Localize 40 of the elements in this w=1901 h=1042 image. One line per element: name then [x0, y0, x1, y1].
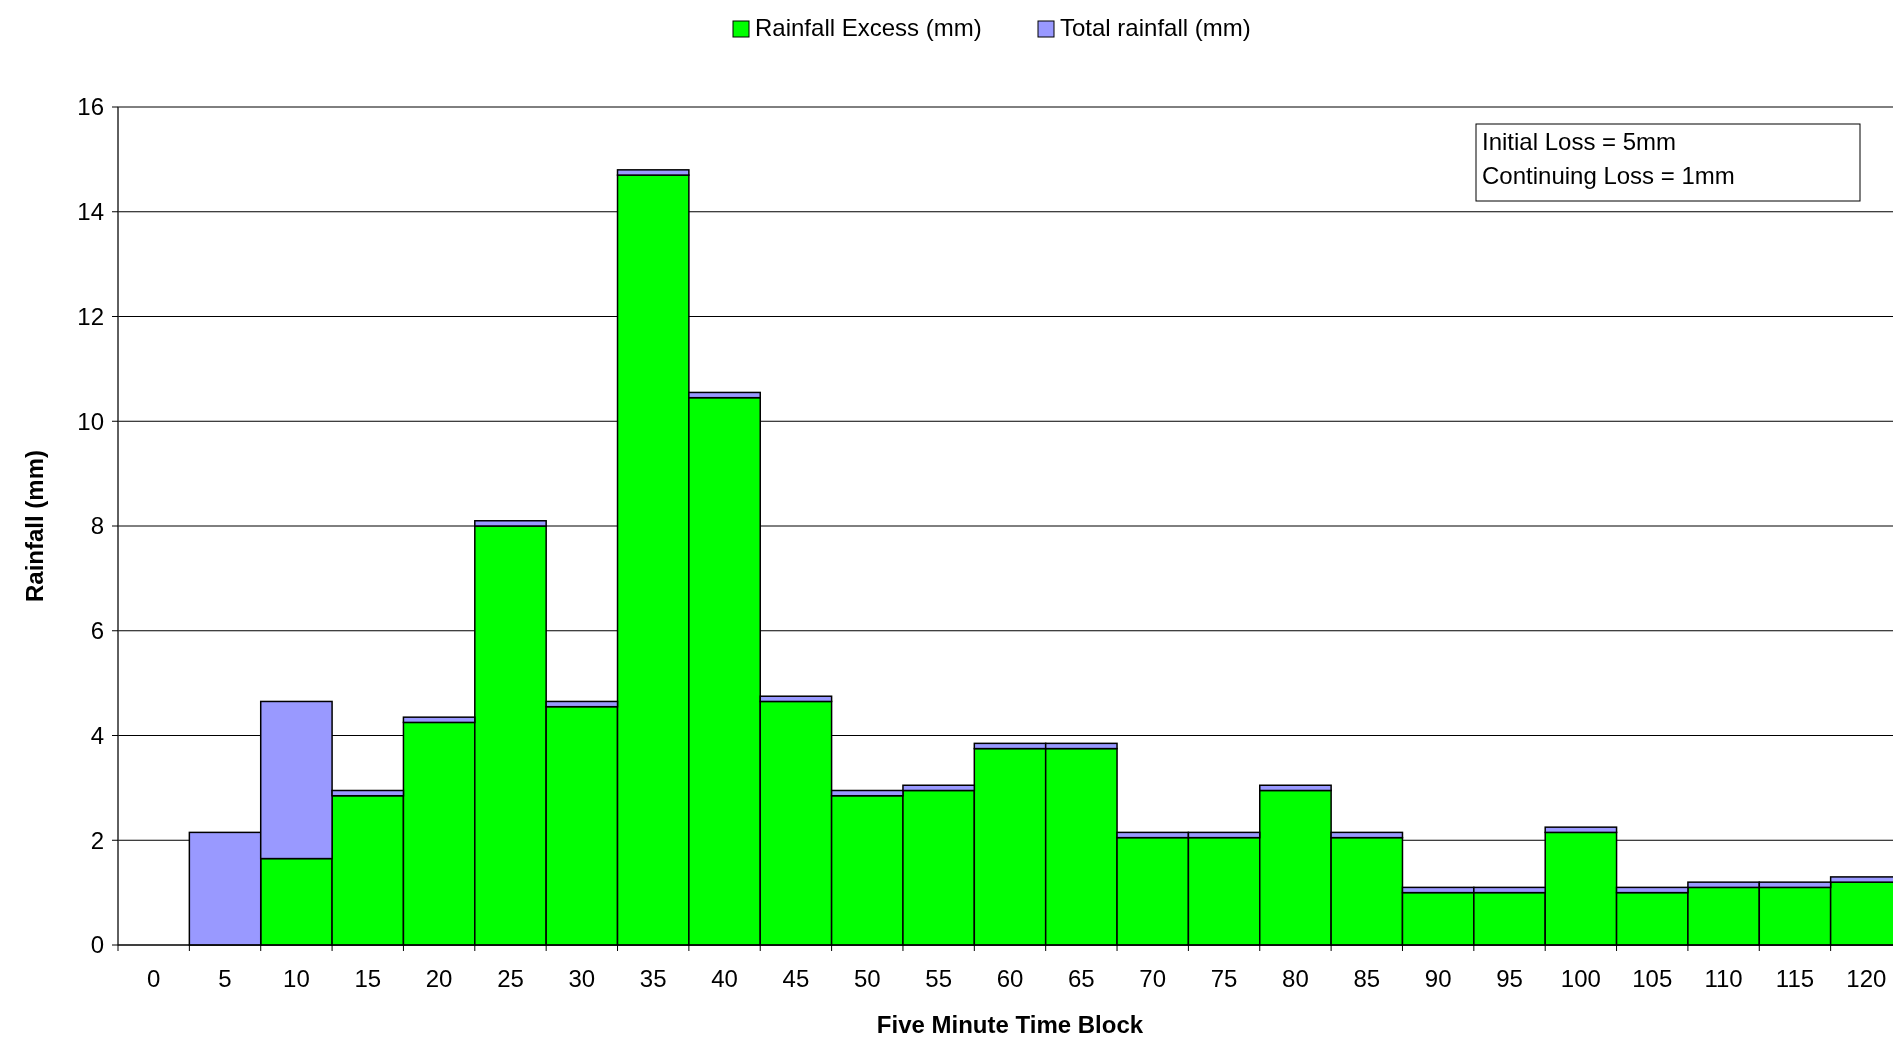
x-tick-label: 5	[218, 965, 232, 992]
x-tick-label: 100	[1560, 965, 1601, 992]
x-tick-label: 0	[147, 965, 161, 992]
x-tick-label: 55	[925, 965, 952, 992]
x-tick-label: 120	[1846, 965, 1887, 992]
y-tick-label: 0	[90, 931, 104, 959]
x-tick-label: 50	[853, 965, 881, 992]
legend-label: Rainfall Excess (mm)	[755, 14, 982, 41]
x-tick-label: 85	[1353, 965, 1381, 992]
x-tick-label: 115	[1775, 965, 1815, 992]
x-tick-label: 70	[1139, 965, 1167, 992]
x-tick-label: 95	[1496, 965, 1523, 992]
x-tick-label: 60	[996, 965, 1024, 992]
y-axis-title: Rainfall (mm)	[21, 449, 48, 603]
x-tick-label: 25	[497, 965, 524, 992]
x-tick-label: 110	[1704, 965, 1743, 992]
x-axis-title: Five Minute Time Block	[876, 1011, 1144, 1038]
x-tick-label: 20	[425, 965, 453, 992]
x-tick-label: 30	[568, 965, 596, 992]
y-tick-label: 10	[77, 407, 104, 435]
y-tick-label: 12	[77, 302, 104, 330]
x-tick-label: 105	[1632, 965, 1673, 992]
x-tick-label: 90	[1424, 965, 1452, 992]
x-tick-label: 80	[1282, 965, 1309, 992]
annotation: Initial Loss = 5mm	[1482, 128, 1677, 155]
annotation: Continuing Loss = 1mm	[1482, 162, 1735, 189]
x-tick-label: 40	[711, 965, 738, 992]
y-tick-label: 6	[90, 617, 104, 645]
y-tick-label: 16	[77, 93, 104, 121]
x-tick-label: 75	[1210, 965, 1238, 992]
x-tick-label: 15	[354, 965, 382, 992]
legend-label: Total rainfall (mm)	[1060, 14, 1251, 41]
y-tick-label: 8	[90, 512, 104, 540]
x-tick-label: 45	[782, 965, 810, 992]
y-tick-label: 14	[77, 198, 104, 226]
x-tick-label: 10	[283, 965, 310, 992]
y-tick-label: 4	[90, 721, 104, 749]
x-tick-label: 35	[639, 965, 667, 992]
x-tick-label: 65	[1068, 965, 1095, 992]
y-tick-label: 2	[90, 826, 104, 854]
